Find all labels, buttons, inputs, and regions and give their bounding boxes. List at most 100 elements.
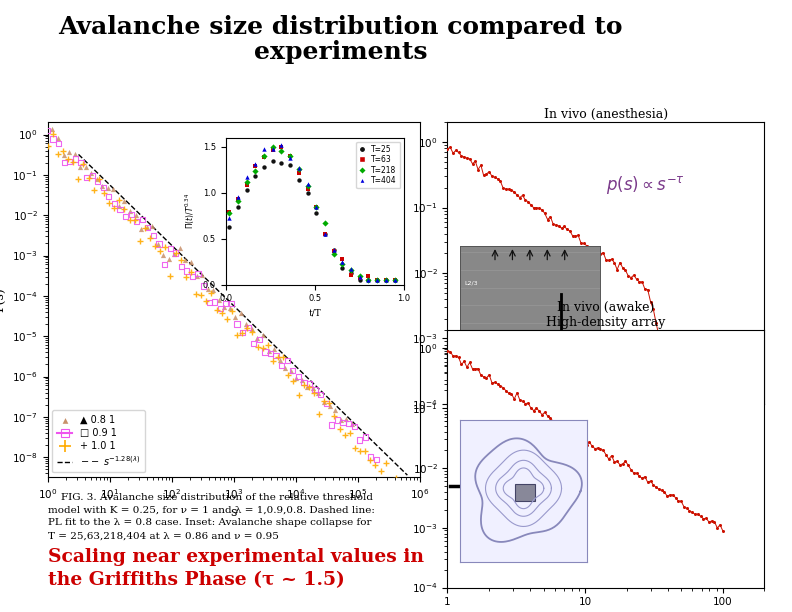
Point	[318, 229, 331, 239]
Point	[96, 181, 109, 190]
Point	[353, 272, 366, 282]
Point	[52, 139, 65, 149]
Point	[337, 418, 349, 428]
Point	[236, 328, 249, 338]
Point	[371, 275, 383, 285]
Point	[342, 419, 355, 429]
Point	[63, 157, 76, 166]
Point	[320, 399, 333, 409]
Point	[340, 414, 352, 424]
Point	[118, 196, 131, 206]
Point	[301, 382, 314, 392]
Point	[46, 129, 59, 139]
Text: experiments: experiments	[253, 40, 428, 64]
Point	[310, 203, 322, 212]
Y-axis label: P(s): P(s)	[0, 288, 6, 312]
Point	[276, 361, 288, 371]
Point	[257, 152, 270, 162]
Point	[327, 245, 340, 255]
Point	[107, 184, 120, 194]
Point	[133, 236, 146, 246]
Point	[251, 341, 264, 351]
Title: In vivo (anesthesia): In vivo (anesthesia)	[544, 108, 668, 121]
Point	[354, 446, 367, 456]
Point	[146, 221, 158, 231]
Point	[68, 149, 81, 159]
Point	[275, 158, 287, 168]
Point	[327, 245, 340, 255]
Point	[336, 259, 348, 269]
Point	[379, 275, 392, 285]
Point	[371, 275, 383, 285]
Point	[257, 151, 270, 160]
Point	[301, 184, 314, 193]
Point	[249, 162, 261, 171]
Point	[275, 140, 287, 150]
Point	[394, 481, 407, 491]
Point	[234, 308, 247, 318]
Point	[364, 452, 377, 462]
Point	[51, 133, 64, 143]
Point	[190, 289, 203, 299]
Point	[284, 366, 297, 376]
Point	[329, 405, 341, 415]
Point	[345, 270, 357, 280]
Point	[180, 272, 192, 282]
Point	[91, 176, 104, 186]
Point	[292, 164, 305, 174]
Point	[270, 351, 283, 360]
Point	[272, 352, 284, 362]
Point	[101, 183, 114, 193]
Point	[231, 196, 244, 206]
Point	[236, 327, 249, 337]
Y-axis label: $\Pi(t)/T^{0.34}$: $\Pi(t)/T^{0.34}$	[184, 193, 197, 230]
Point	[388, 275, 401, 285]
Point	[231, 193, 244, 203]
Point	[249, 159, 261, 169]
Point	[284, 160, 296, 170]
Point	[287, 376, 300, 386]
Point	[219, 299, 232, 309]
Point	[112, 201, 125, 211]
Point	[169, 248, 182, 258]
Point	[143, 234, 156, 244]
Point	[390, 473, 402, 483]
Point	[301, 188, 314, 198]
Point	[292, 390, 305, 400]
Point	[388, 275, 401, 285]
Point	[310, 208, 322, 218]
Point	[369, 460, 382, 469]
Point	[241, 323, 253, 333]
Point	[258, 347, 271, 357]
Point	[327, 249, 340, 259]
X-axis label: s: s	[230, 507, 237, 520]
Point	[154, 246, 166, 256]
Point	[273, 354, 286, 364]
Point	[67, 157, 79, 166]
Point	[257, 330, 269, 340]
Point	[292, 175, 305, 185]
Point	[284, 154, 296, 163]
Point	[257, 162, 270, 172]
Point	[362, 275, 375, 285]
Point	[313, 409, 326, 419]
Point	[282, 370, 295, 380]
Point	[345, 264, 357, 274]
Point	[157, 250, 169, 259]
Point	[353, 273, 366, 283]
Point	[265, 349, 277, 359]
Point	[242, 323, 254, 332]
Point	[327, 246, 340, 256]
Point	[108, 199, 120, 209]
Point	[318, 397, 330, 406]
Point	[297, 380, 310, 390]
Point	[173, 243, 186, 253]
Point	[223, 304, 236, 313]
Point	[181, 266, 193, 276]
Point	[205, 288, 218, 298]
Point	[215, 308, 228, 318]
Point	[310, 202, 322, 212]
Point	[128, 215, 141, 225]
Point	[124, 215, 136, 225]
Point	[185, 267, 197, 277]
